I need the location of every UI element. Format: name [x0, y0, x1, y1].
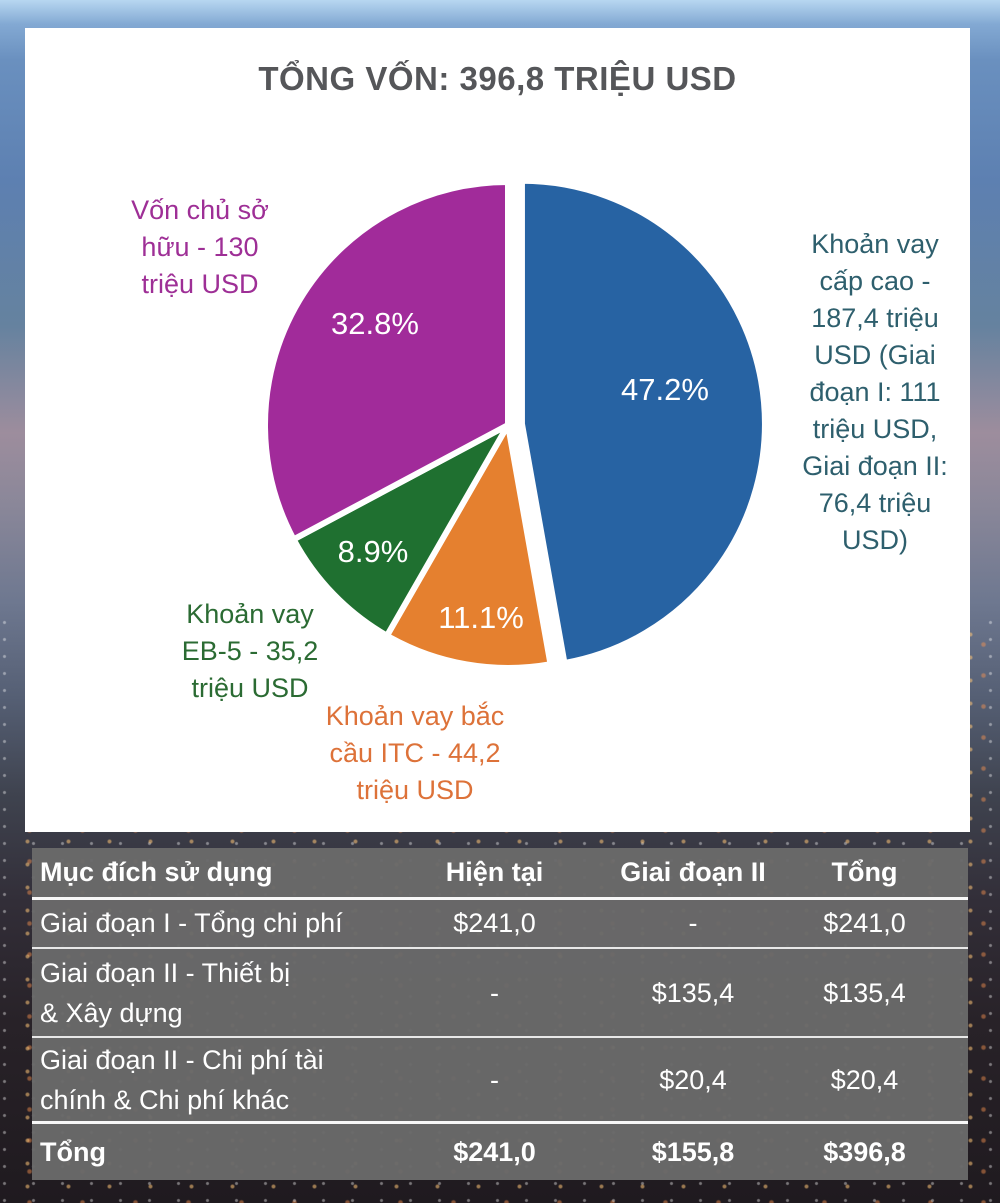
pie-callout-eb5-loan: Khoản vay EB-5 - 35,2 triệu USD [181, 599, 319, 703]
pie-slice-equity [262, 179, 511, 543]
row-phase2-value: $20,4 [659, 1064, 727, 1095]
pie-slice-eb5-loan [290, 422, 511, 639]
row-current-value: - [490, 977, 499, 1008]
pie-percent-label-eb5-loan: 8.9% [337, 534, 409, 569]
row-phase2-value: - [688, 908, 698, 938]
row-total-value: $135,4 [823, 977, 906, 1008]
pie-percent-label-senior-loan: 47.2% [621, 372, 709, 407]
total-total-value: $396,8 [823, 1136, 906, 1167]
pie-slice-senior-loan [518, 177, 768, 667]
total-label: Tổng [40, 1136, 106, 1167]
pie-percent-label-itc-bridge-loan: 11.1% [438, 600, 524, 635]
row-current-value: - [490, 1064, 499, 1095]
row-total-value: $20,4 [830, 1064, 899, 1095]
pie-callout-itc-bridge-loan: Khoản vay bắc cầu ITC - 44,2 triệu USD [325, 701, 505, 805]
funding-table: Mục đích sử dụng Hiện tại Giai đoạn II T… [32, 848, 968, 1180]
pie-slice-itc-bridge-loan [383, 422, 554, 671]
total-phase2-value: $155,8 [651, 1136, 735, 1167]
table-row: Giai đoạn II - Thiết bị & Xây dựng - $13… [32, 949, 968, 1038]
row-label: Giai đoạn I - Tổng chi phí [40, 908, 343, 938]
table-header-purpose: Mục đích sử dụng [40, 857, 273, 887]
row-current-value: $241,0 [453, 908, 536, 938]
pie-callout-senior-loan: Khoản vay cấp cao - 187,4 triệu USD (Gia… [802, 229, 948, 555]
table-total-row: Tổng $241,0 $155,8 $396,8 [32, 1124, 968, 1180]
chart-title: TỔNG VỐN: 396,8 TRIỆU USD [258, 60, 737, 97]
table-header-row: Mục đích sử dụng Hiện tại Giai đoạn II T… [32, 848, 968, 900]
chart-card: TỔNG VỐN: 396,8 TRIỆU USD 47.2% 11.1% 8.… [25, 28, 970, 832]
total-current-value: $241,0 [453, 1136, 536, 1167]
pie-callout-equity: Vốn chủ sở hữu - 130 triệu USD [131, 195, 269, 299]
table-header-current: Hiện tại [445, 857, 544, 887]
table-header-phase2: Giai đoạn II [620, 857, 766, 887]
table-row: Giai đoạn II - Chi phí tài chính & Chi p… [32, 1038, 968, 1124]
row-phase2-value: $135,4 [651, 977, 735, 1008]
table-header-total: Tổng [831, 857, 898, 887]
pie-chart [262, 177, 768, 671]
row-label: Giai đoạn II - Chi phí tài chính & Chi p… [40, 1044, 324, 1115]
row-label: Giai đoạn II - Thiết bị & Xây dựng [40, 957, 291, 1028]
pie-percent-label-equity: 32.8% [331, 306, 419, 341]
table-row: Giai đoạn I - Tổng chi phí $241,0 - $241… [32, 900, 968, 949]
row-total-value: $241,0 [823, 908, 906, 938]
